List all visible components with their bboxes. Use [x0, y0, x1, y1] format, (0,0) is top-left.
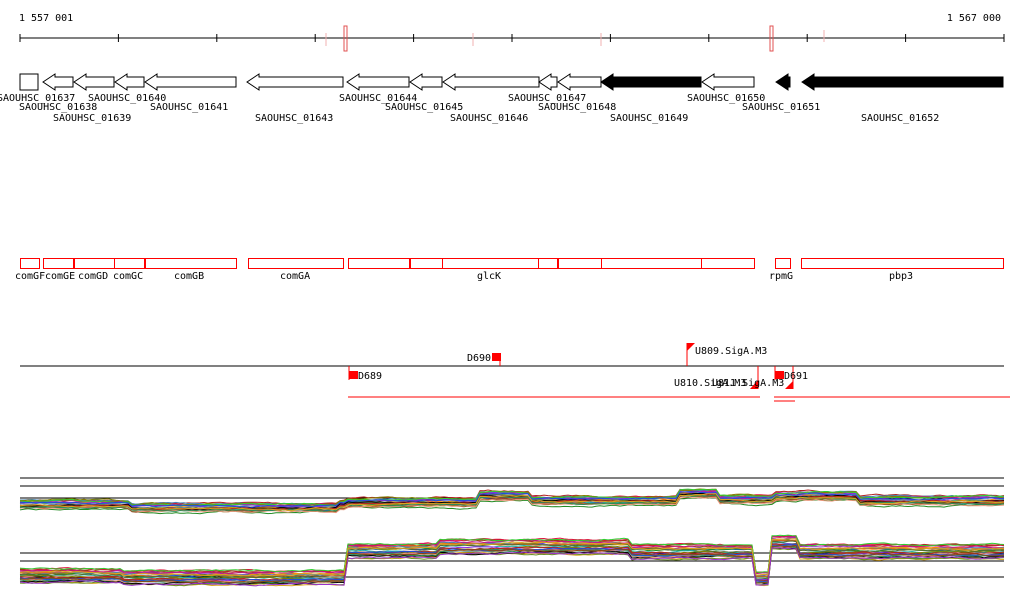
expression-trace [19, 540, 1005, 580]
feature-mark-u811 [785, 381, 793, 389]
locus-track [19, 73, 1004, 91]
locus-arrow-01641 [144, 73, 237, 91]
feature-mark-d691 [775, 371, 784, 379]
locus-label: SAOUHSC_01650 [687, 93, 765, 104]
expression-traces-bottom [19, 534, 1005, 587]
ruler-marker [769, 25, 774, 52]
gene-box [775, 258, 791, 269]
locus-arrow-01643 [246, 73, 344, 91]
gene-name-labels: comGF comGE comGD comGC comGB comGA glcK… [15, 271, 913, 282]
locus-label: SAOUHSC_01646 [450, 113, 528, 124]
locus-label: SAOUHSC_01645 [385, 102, 463, 113]
gene-box [538, 258, 558, 269]
gene-name-label: comGD [78, 271, 108, 282]
locus-label: SAOUHSC_01640 [88, 93, 166, 104]
locus-label: SAOUHSC_01651 [742, 102, 820, 113]
coord-end-label: 1 567 000 [946, 13, 1001, 24]
expression-traces-top [19, 488, 1005, 515]
gene-name-label: comGA [280, 271, 310, 282]
gene-name-track [20, 258, 1004, 269]
expression-trace [19, 488, 1005, 506]
expression-trace [19, 534, 1005, 573]
gene-box [601, 258, 702, 269]
locus-arrow-01652 [801, 73, 1004, 91]
feature-label: D691 [784, 371, 808, 382]
locus-arrow-01648 [557, 73, 602, 91]
feature-label: U809.SigA.M3 [695, 346, 767, 357]
ruler-ticks [19, 34, 1005, 42]
locus-arrow-01650 [701, 73, 755, 91]
locus-arrow-01637 [19, 73, 39, 91]
locus-label: SAOUHSC_01647 [508, 93, 586, 104]
expression-panel-top [19, 477, 1005, 515]
gene-name-label: glcK [477, 271, 501, 282]
gene-box [74, 258, 115, 269]
locus-arrow-01640 [114, 73, 145, 91]
gene-box [145, 258, 237, 269]
locus-label: SAOUHSC_01652 [861, 113, 939, 124]
gene-box [701, 258, 755, 269]
locus-label: SAOUHSC_01649 [610, 113, 688, 124]
feature-label: U810.SigA.M3 [674, 378, 746, 389]
expression-trace [19, 491, 1005, 508]
gene-name-label: rpmG [769, 271, 793, 282]
locus-label: SAOUHSC_01639 [53, 113, 131, 124]
locus-label: SAOUHSC_01638 [19, 102, 97, 113]
gene-box [248, 258, 344, 269]
expression-trace [19, 493, 1005, 512]
locus-label: SAOUHSC_01644 [339, 93, 417, 104]
gene-box [410, 258, 443, 269]
locus-arrow-01646 [442, 73, 540, 91]
gene-name-label: comGB [174, 271, 204, 282]
coord-start-label: 1 557 001 [19, 13, 74, 24]
expression-panel-bottom [19, 534, 1005, 587]
gene-name-label: comGC [113, 271, 143, 282]
locus-arrow-01639 [73, 73, 115, 91]
expression-trace [19, 494, 1005, 512]
expression-trace [19, 547, 1005, 587]
feature-label: U811.SigA.M3 [712, 378, 784, 389]
gene-box [442, 258, 539, 269]
gene-name-label: comGE [45, 271, 75, 282]
ruler-marker [343, 25, 348, 52]
locus-label: SAOUHSC_01641 [150, 102, 228, 113]
locus-arrow-01638 [42, 73, 74, 91]
gene-box [348, 258, 410, 269]
locus-arrow-01649 [600, 73, 702, 91]
feature-mark-u809 [687, 343, 695, 351]
expression-trace [19, 535, 1005, 575]
feature-track: D689 D690 U809.SigA.M3 U810.SigA.M3 U811… [20, 343, 1010, 402]
locus-label: SAOUHSC_01648 [538, 102, 616, 113]
feature-mark-d689 [349, 371, 358, 379]
gene-box [558, 258, 602, 269]
gene-name-label: comGF [15, 271, 45, 282]
expression-trace [19, 545, 1005, 584]
feature-label: D689 [358, 371, 382, 382]
expression-trace [19, 538, 1005, 577]
feature-mark-u810 [750, 380, 758, 389]
gene-name-label: pbp3 [889, 271, 913, 282]
gene-box [20, 258, 40, 269]
gene-box [114, 258, 145, 269]
locus-arrow-01644 [346, 73, 410, 91]
feature-label: D690 [467, 353, 491, 364]
locus-arrow-01647 [538, 73, 558, 91]
locus-labels: SAOUHSC_01637 SAOUHSC_01638 SAOUHSC_0163… [0, 93, 939, 124]
locus-arrow-01651 [775, 73, 791, 91]
feature-mark-d690 [492, 353, 501, 361]
position-ruler [19, 25, 1005, 52]
locus-arrow-01645 [409, 73, 443, 91]
locus-label: SAOUHSC_01643 [255, 113, 333, 124]
gene-box [801, 258, 1004, 269]
gene-box [43, 258, 74, 269]
locus-label: SAOUHSC_01637 [0, 93, 75, 104]
